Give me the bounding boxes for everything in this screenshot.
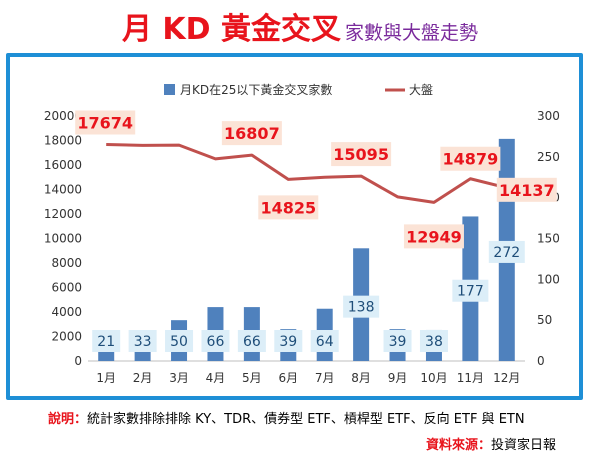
- bar-label: 66: [243, 334, 261, 350]
- bar-label-box: [383, 330, 412, 352]
- x-tick-label: 7月: [315, 371, 335, 385]
- x-tick-label: 6月: [278, 371, 298, 385]
- line-label: 14879: [443, 150, 499, 169]
- bar-label-box: [419, 330, 448, 352]
- legend-bar-label: 月KD在25以下黃金交叉家數: [180, 82, 332, 97]
- y-left-tick-label: 14000: [44, 183, 82, 197]
- bar-label-box: [274, 330, 303, 352]
- legend-line-label: 大盤: [409, 83, 433, 97]
- line-label: 17674: [77, 113, 133, 132]
- bar-label: 39: [279, 334, 297, 350]
- x-tick-label: 11月: [457, 371, 484, 385]
- footnote-label: 說明：: [48, 412, 88, 427]
- y-right-tick-label: 300: [537, 109, 560, 123]
- bar-label: 177: [457, 284, 484, 300]
- bar-label-box: [310, 330, 339, 352]
- source-text: 投資家日報: [491, 438, 557, 453]
- y-right-tick-label: 100: [537, 272, 560, 286]
- bar-label-box: [201, 330, 230, 352]
- line-label: 14137: [499, 181, 555, 200]
- y-left-tick-label: 2000: [51, 330, 82, 344]
- line-label: 16807: [224, 124, 280, 143]
- bar-label: 66: [207, 334, 225, 350]
- line-label-box: [496, 177, 557, 202]
- y-left-tick-label: 6000: [51, 281, 82, 295]
- line-label-box: [75, 110, 136, 135]
- line-label-box: [258, 195, 319, 220]
- line-label-box: [440, 146, 501, 171]
- y-left-tick-label: 12000: [44, 207, 82, 221]
- bar-label: 138: [348, 300, 375, 316]
- bar-label-box: [452, 279, 489, 302]
- x-tick-label: 9月: [388, 371, 408, 385]
- source-note: 資料來源：投資家日報: [426, 434, 556, 453]
- bar-label: 64: [316, 334, 334, 350]
- line-label: 15095: [333, 145, 389, 164]
- footnote: 說明：統計家數排除排除 KY、TDR、債券型 ETF、槓桿型 ETF、反向 ET…: [48, 408, 525, 427]
- x-tick-label: 10月: [420, 371, 447, 385]
- y-right-tick-label: 250: [537, 150, 560, 164]
- index-line: [106, 142, 508, 204]
- bar-label: 21: [97, 334, 115, 350]
- y-left-tick-label: 4000: [51, 305, 82, 319]
- bar-label-box: [128, 330, 157, 352]
- y-left-tick-label: 10000: [44, 232, 82, 246]
- footnote-text: 統計家數排除排除 KY、TDR、債券型 ETF、槓桿型 ETF、反向 ETF 與…: [87, 412, 525, 427]
- line-label-box: [331, 142, 392, 167]
- x-tick-label: 8月: [351, 371, 371, 385]
- chart-frame: [6, 53, 583, 400]
- bar-label-box: [237, 330, 266, 352]
- bar-label-box: [165, 330, 194, 352]
- x-tick-label: 5月: [242, 371, 262, 385]
- chart-title: 月 KD 黃金交叉 家數與大盤走勢: [0, 4, 600, 48]
- bar-label-box: [343, 295, 380, 318]
- x-tick-label: 2月: [133, 371, 153, 385]
- y-right-tick-label: 0: [537, 354, 545, 368]
- x-tick-label: 1月: [96, 371, 116, 385]
- y-left-tick-label: 8000: [51, 256, 82, 270]
- bar-label: 50: [170, 334, 188, 350]
- legend-bar-swatch: [164, 84, 175, 95]
- line-label: 12949: [406, 227, 462, 246]
- y-left-tick-label: 16000: [44, 158, 82, 172]
- bar-label: 38: [425, 334, 443, 350]
- y-left-tick-label: 0: [74, 354, 82, 368]
- bar-label: 272: [493, 245, 520, 261]
- bar-label: 39: [389, 334, 407, 350]
- bar-label-box: [92, 330, 121, 352]
- x-tick-label: 3月: [169, 371, 189, 385]
- y-left-tick-label: 18000: [44, 134, 82, 148]
- y-right-tick-label: 150: [537, 232, 560, 246]
- bar-label: 33: [134, 334, 152, 350]
- line-label-box: [221, 121, 282, 146]
- title-sub: 家數與大盤走勢: [345, 22, 479, 44]
- title-main: 月 KD 黃金交叉: [121, 12, 342, 47]
- bar-label-box: [488, 240, 525, 263]
- x-tick-label: 12月: [493, 371, 520, 385]
- x-tick-label: 4月: [206, 371, 226, 385]
- line-label-box: [403, 224, 464, 249]
- y-right-tick-label: 50: [537, 313, 552, 327]
- line-label: 14825: [260, 198, 316, 217]
- source-label: 資料來源：: [426, 438, 492, 453]
- y-left-tick-label: 20000: [44, 109, 82, 123]
